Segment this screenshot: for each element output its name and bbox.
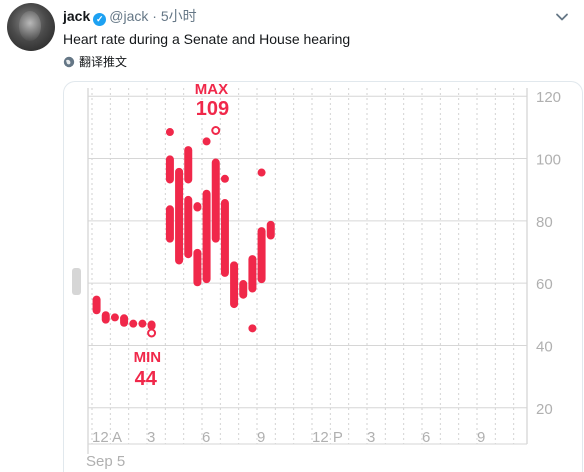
translate-label: 翻译推文 <box>79 55 128 69</box>
globe-icon <box>63 56 75 68</box>
x-tick-label: 6 <box>422 429 430 446</box>
x-tick-label: 3 <box>367 429 375 446</box>
heart-rate-range-bar <box>211 158 220 243</box>
heart-rate-range-bar <box>266 220 275 240</box>
x-tick-label: 6 <box>202 429 210 446</box>
heart-rate-range-bar <box>175 167 184 265</box>
heart-rate-range-bar <box>193 202 202 212</box>
heart-rate-range-bar <box>193 248 202 287</box>
y-tick-label: 120 <box>536 89 561 106</box>
chevron-down-icon[interactable] <box>553 8 571 26</box>
y-tick-label: 60 <box>536 276 553 293</box>
min-marker <box>147 328 157 338</box>
heart-rate-range-bar <box>202 137 211 146</box>
heart-rate-range-bar <box>92 295 101 315</box>
translate-tweet-link[interactable]: 翻译推文 <box>63 53 127 71</box>
heart-rate-range-bar <box>165 128 174 137</box>
x-tick-label: 9 <box>257 429 265 446</box>
y-tick-label: 80 <box>536 214 553 231</box>
heart-rate-range-bar <box>184 195 193 259</box>
y-tick-label: 20 <box>536 401 553 418</box>
tweet-header: jack ✓ @jack · 5小时 <box>63 6 197 26</box>
heart-rate-range-bar <box>165 155 174 184</box>
heart-rate-chart: 20 40 60 80 100 120 12 A 3 6 9 12 P 3 6 9 Sep 5 MIN 44 MA… <box>86 82 561 470</box>
author-handle[interactable]: @jack <box>109 8 149 24</box>
media-scroll-handle[interactable] <box>72 268 81 295</box>
author-name[interactable]: jack <box>63 8 91 24</box>
tweet-media-chart[interactable]: 20 40 60 80 100 120 12 A 3 6 9 12 P 3 6 9 Sep 5 MIN 44 MA… <box>63 81 583 472</box>
max-marker <box>211 126 221 135</box>
x-tick-label: 12 A <box>92 429 122 446</box>
x-tick-label: 12 P <box>312 429 343 446</box>
y-tick-label: 100 <box>536 152 561 169</box>
min-label: MIN <box>134 349 162 366</box>
heart-rate-range-bar <box>257 227 266 284</box>
heart-rate-range-bar <box>202 189 211 284</box>
max-label: MAX <box>195 82 228 98</box>
heart-rate-range-bar <box>165 205 174 243</box>
separator-dot: · <box>152 8 157 24</box>
y-tick-label: 40 <box>536 338 553 355</box>
heart-rate-range-bar <box>220 199 229 277</box>
x-tick-label: 3 <box>147 429 155 446</box>
heart-rate-range-bar <box>257 168 266 177</box>
min-value: 44 <box>135 368 158 390</box>
heart-rate-range-bar <box>120 314 129 327</box>
heart-rate-range-bar <box>239 280 248 299</box>
heart-rate-range-bar <box>248 324 257 333</box>
heart-rate-range-bar <box>220 174 229 183</box>
x-tick-label: 9 <box>477 429 485 446</box>
max-value: 109 <box>196 98 229 120</box>
heart-rate-range-bar <box>147 320 156 330</box>
heart-rate-range-bar <box>101 311 110 324</box>
heart-rate-range-bar <box>184 146 193 184</box>
avatar[interactable] <box>7 3 55 51</box>
heart-rate-range-bar <box>230 261 239 309</box>
heart-rate-range-bar <box>110 313 119 322</box>
plot-background <box>88 88 527 438</box>
tweet-text: Heart rate during a Senate and House hea… <box>63 31 351 47</box>
heart-rate-range-bar <box>129 319 138 328</box>
tweet-time[interactable]: 5小时 <box>160 8 197 24</box>
heart-rate-range-bar <box>248 255 257 293</box>
x-date-label: Sep 5 <box>86 453 125 470</box>
verified-badge-icon: ✓ <box>93 13 107 26</box>
heart-rate-range-bar <box>138 319 147 328</box>
